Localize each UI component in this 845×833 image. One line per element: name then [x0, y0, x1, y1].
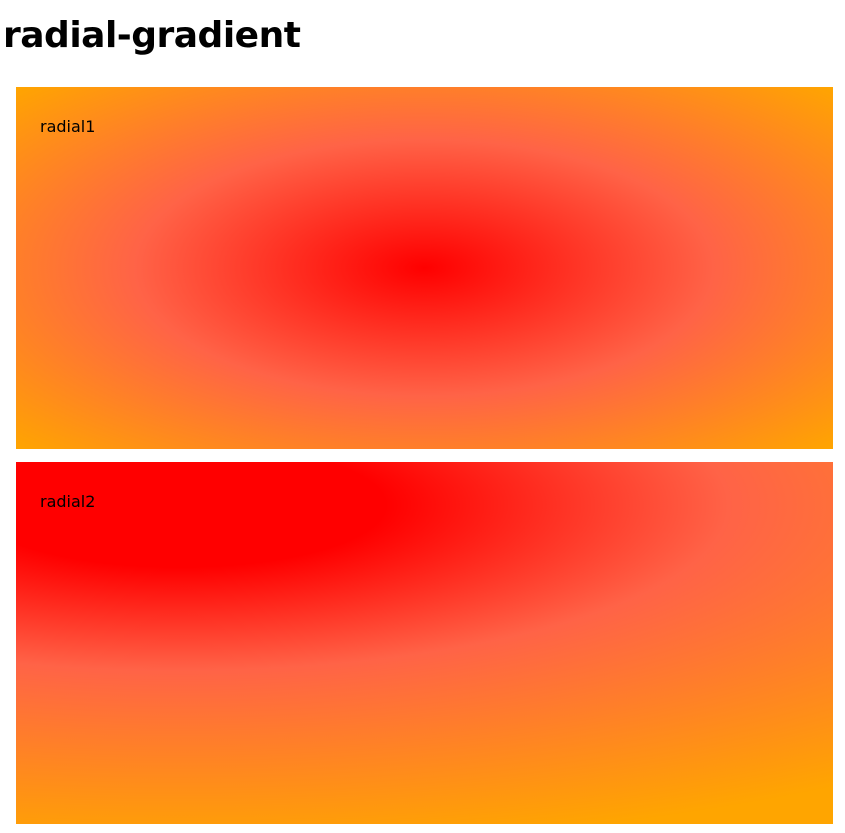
box-label-radial1: radial1	[40, 117, 96, 136]
box-label-radial2: radial2	[40, 492, 96, 511]
radial-gradient-box-2: radial2	[16, 462, 833, 824]
page-title: radial-gradient	[3, 15, 301, 56]
radial-gradient-box-1: radial1	[16, 87, 833, 449]
